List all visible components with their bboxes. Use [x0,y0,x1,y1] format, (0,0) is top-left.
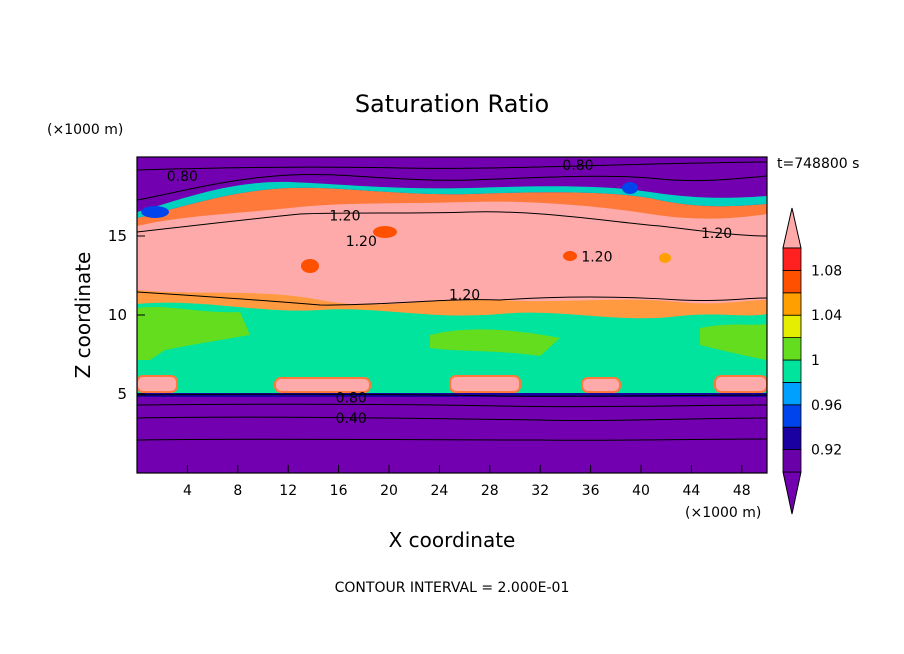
contour-label: 1.20 [701,226,732,242]
y-axis-label: Z coordinate [71,252,95,379]
colorbar-segment [782,381,802,406]
x-tick-label: 32 [531,483,549,499]
low-cloud-cell [274,377,371,393]
x-tick-label: 28 [481,483,499,499]
colorbar-segment [782,269,802,294]
cyan-edge-band [137,181,767,218]
contour-label: 0.80 [562,158,593,174]
x-tick-label: 44 [682,483,700,499]
y-tick-layer: 5 10 15 [108,227,145,403]
contour-label: 0.80 [336,390,367,406]
low-cloud-cell [449,375,521,393]
contour-interval-footer: CONTOUR INTERVAL = 2.000E-01 [335,580,570,596]
y-tick-label: 10 [108,306,127,324]
x-tick-label: 8 [233,483,242,499]
x-tick-label: 20 [380,483,398,499]
colorbar-segment [782,314,802,339]
lower-dry-layer [137,395,767,473]
chart-title: Saturation Ratio [355,90,549,118]
colorbar-tick-label: 1.08 [811,263,842,279]
green-patches [137,307,767,360]
x-tick-label: 12 [279,483,297,499]
x-tick-label: 4 [183,483,192,499]
colorbar-tick-label: 0.96 [811,398,842,414]
contour-label: 1.20 [449,288,480,304]
low-cloud-cell [581,377,621,393]
contour-label-layer: 0.80 0.80 1.20 1.20 1.20 1.20 1.20 0.80 0.40 [167,158,732,427]
contour-label: 1.20 [346,234,377,250]
upper-supersaturated-layer [137,197,767,305]
contour-lines [137,161,767,441]
colorbar-tick-label: 1 [811,353,820,369]
upper-cell [622,182,638,194]
cloud-top-mix [137,290,767,319]
colorbar-segment [782,337,802,361]
colorbar-segment [782,426,802,451]
contour-label: 1.20 [581,250,612,266]
y-tick-label: 15 [108,227,127,245]
moist-edge-band [137,187,767,226]
colorbar: 0.92 0.96 1 1.04 1.08 [782,207,842,515]
colorbar-segment [782,359,802,383]
colorbar-segment [782,247,802,271]
y-unit-label: (×1000 m) [47,122,123,138]
contour-field [137,157,767,473]
x-tick-label: 40 [632,483,650,499]
x-tick-label: 36 [582,483,600,499]
contour-label: 0.80 [167,169,198,185]
upper-cell [301,259,319,273]
colorbar-tick-label: 1.04 [811,308,842,324]
contour-label: 0.40 [336,411,367,427]
x-unit-label: (×1000 m) [685,505,761,521]
colorbar-tick-label: 0.92 [811,443,842,459]
low-cloud-cell [714,375,767,393]
x-tick-layer: 4 8 12 16 20 24 28 32 36 40 44 48 [183,465,751,499]
x-tick-label: 24 [430,483,448,499]
colorbar-under-triangle [782,471,802,515]
colorbar-segment [782,404,802,428]
time-label: t=748800 s [777,156,859,172]
upper-cell [563,251,577,261]
upper-cell [141,206,169,218]
x-tick-label: 48 [733,483,751,499]
contour-label: 1.20 [329,209,360,225]
upper-cell [659,253,671,263]
x-axis-label: X coordinate [389,528,516,552]
colorbar-over-triangle [782,207,802,249]
low-cloud-cell [137,375,178,393]
y-tick-label: 5 [117,385,127,403]
colorbar-segment [782,449,802,473]
x-tick-label: 16 [330,483,348,499]
upper-cell [373,226,397,238]
colorbar-segment [782,292,802,316]
